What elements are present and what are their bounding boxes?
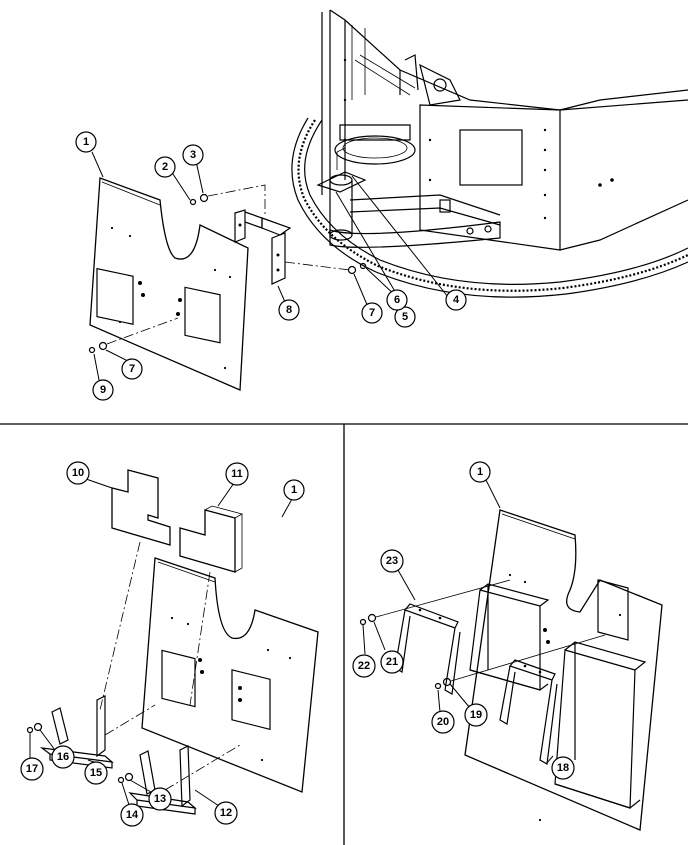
callout-label: 11 <box>231 468 243 480</box>
foam-block-10 <box>111 469 171 546</box>
callout-label: 3 <box>190 149 196 161</box>
callout-18: 18 <box>551 756 575 780</box>
callout-label: 23 <box>386 555 398 567</box>
callout-20: 20 <box>431 710 455 734</box>
callout-11: 11 <box>225 462 249 486</box>
angle-bracket-18 <box>499 659 558 765</box>
callout-label: 17 <box>26 763 38 775</box>
callout-label: 6 <box>394 294 400 306</box>
callout-label: 13 <box>154 793 166 805</box>
callout-label: 18 <box>557 762 569 774</box>
callout-label: 21 <box>386 656 398 668</box>
bottom-right-panel: 1 23 22 21 20 19 18 <box>352 461 663 831</box>
mounting-bracket <box>234 209 292 285</box>
callout-16: 16 <box>51 745 75 769</box>
callout-9: 9 <box>92 379 114 401</box>
angle-bracket-15 <box>39 695 114 769</box>
callout-23: 23 <box>380 549 404 573</box>
armor-plate-bottom-left <box>141 557 319 793</box>
callout-2: 2 <box>154 156 176 178</box>
callout-7-lower: 7 <box>121 358 143 380</box>
callouts-top: 1 2 3 4 5 6 7 8 7 9 <box>75 131 467 401</box>
bottom-left-panel: 10 11 1 17 16 15 14 13 12 <box>20 461 319 827</box>
callout-15: 15 <box>84 761 108 785</box>
callout-7: 7 <box>361 302 383 324</box>
callouts-bottom-right: 1 23 22 21 20 19 18 <box>352 461 575 780</box>
callouts-bottom-left: 10 11 1 17 16 15 14 13 12 <box>20 461 305 827</box>
callout-label: 7 <box>369 307 375 319</box>
callout-label: 9 <box>100 384 106 396</box>
panel-dividers <box>0 423 688 845</box>
callout-14: 14 <box>120 803 144 827</box>
callout-label: 12 <box>220 807 232 819</box>
leaders-top <box>91 151 449 386</box>
callout-label: 2 <box>162 161 168 173</box>
top-panel: 1 2 3 4 5 6 7 8 7 9 <box>75 9 688 401</box>
callout-3: 3 <box>182 144 204 166</box>
callout-label: 1 <box>83 136 89 148</box>
callout-label: 20 <box>437 716 449 728</box>
callout-1-br: 1 <box>469 461 491 483</box>
turret-structure <box>291 9 688 298</box>
callout-8: 8 <box>278 299 300 321</box>
callout-label: 5 <box>402 311 408 323</box>
callout-10: 10 <box>66 461 90 485</box>
callout-1-bl: 1 <box>283 479 305 501</box>
callout-6: 6 <box>386 289 408 311</box>
callout-22: 22 <box>352 654 376 678</box>
callout-label: 19 <box>470 709 482 721</box>
callout-label: 8 <box>286 304 292 316</box>
rivets <box>343 58 614 220</box>
foam-block-11 <box>179 509 236 573</box>
callout-label: 1 <box>291 484 297 496</box>
hardware-top <box>88 184 367 354</box>
callout-label: 10 <box>72 467 84 479</box>
callout-21: 21 <box>380 650 404 674</box>
callout-19: 19 <box>464 703 488 727</box>
callout-label: 7 <box>129 363 135 375</box>
callout-label: 4 <box>453 294 460 306</box>
callout-label: 15 <box>90 767 102 779</box>
callout-label: 14 <box>126 809 139 821</box>
callout-label: 1 <box>477 466 483 478</box>
callout-13: 13 <box>148 787 172 811</box>
callout-label: 22 <box>358 660 370 672</box>
callout-5: 5 <box>394 306 416 328</box>
callout-12: 12 <box>214 801 238 825</box>
callout-label: 16 <box>57 751 69 763</box>
callout-1: 1 <box>75 131 97 153</box>
armor-plate-top <box>89 177 249 391</box>
callout-17: 17 <box>20 757 44 781</box>
callout-4: 4 <box>445 289 467 311</box>
